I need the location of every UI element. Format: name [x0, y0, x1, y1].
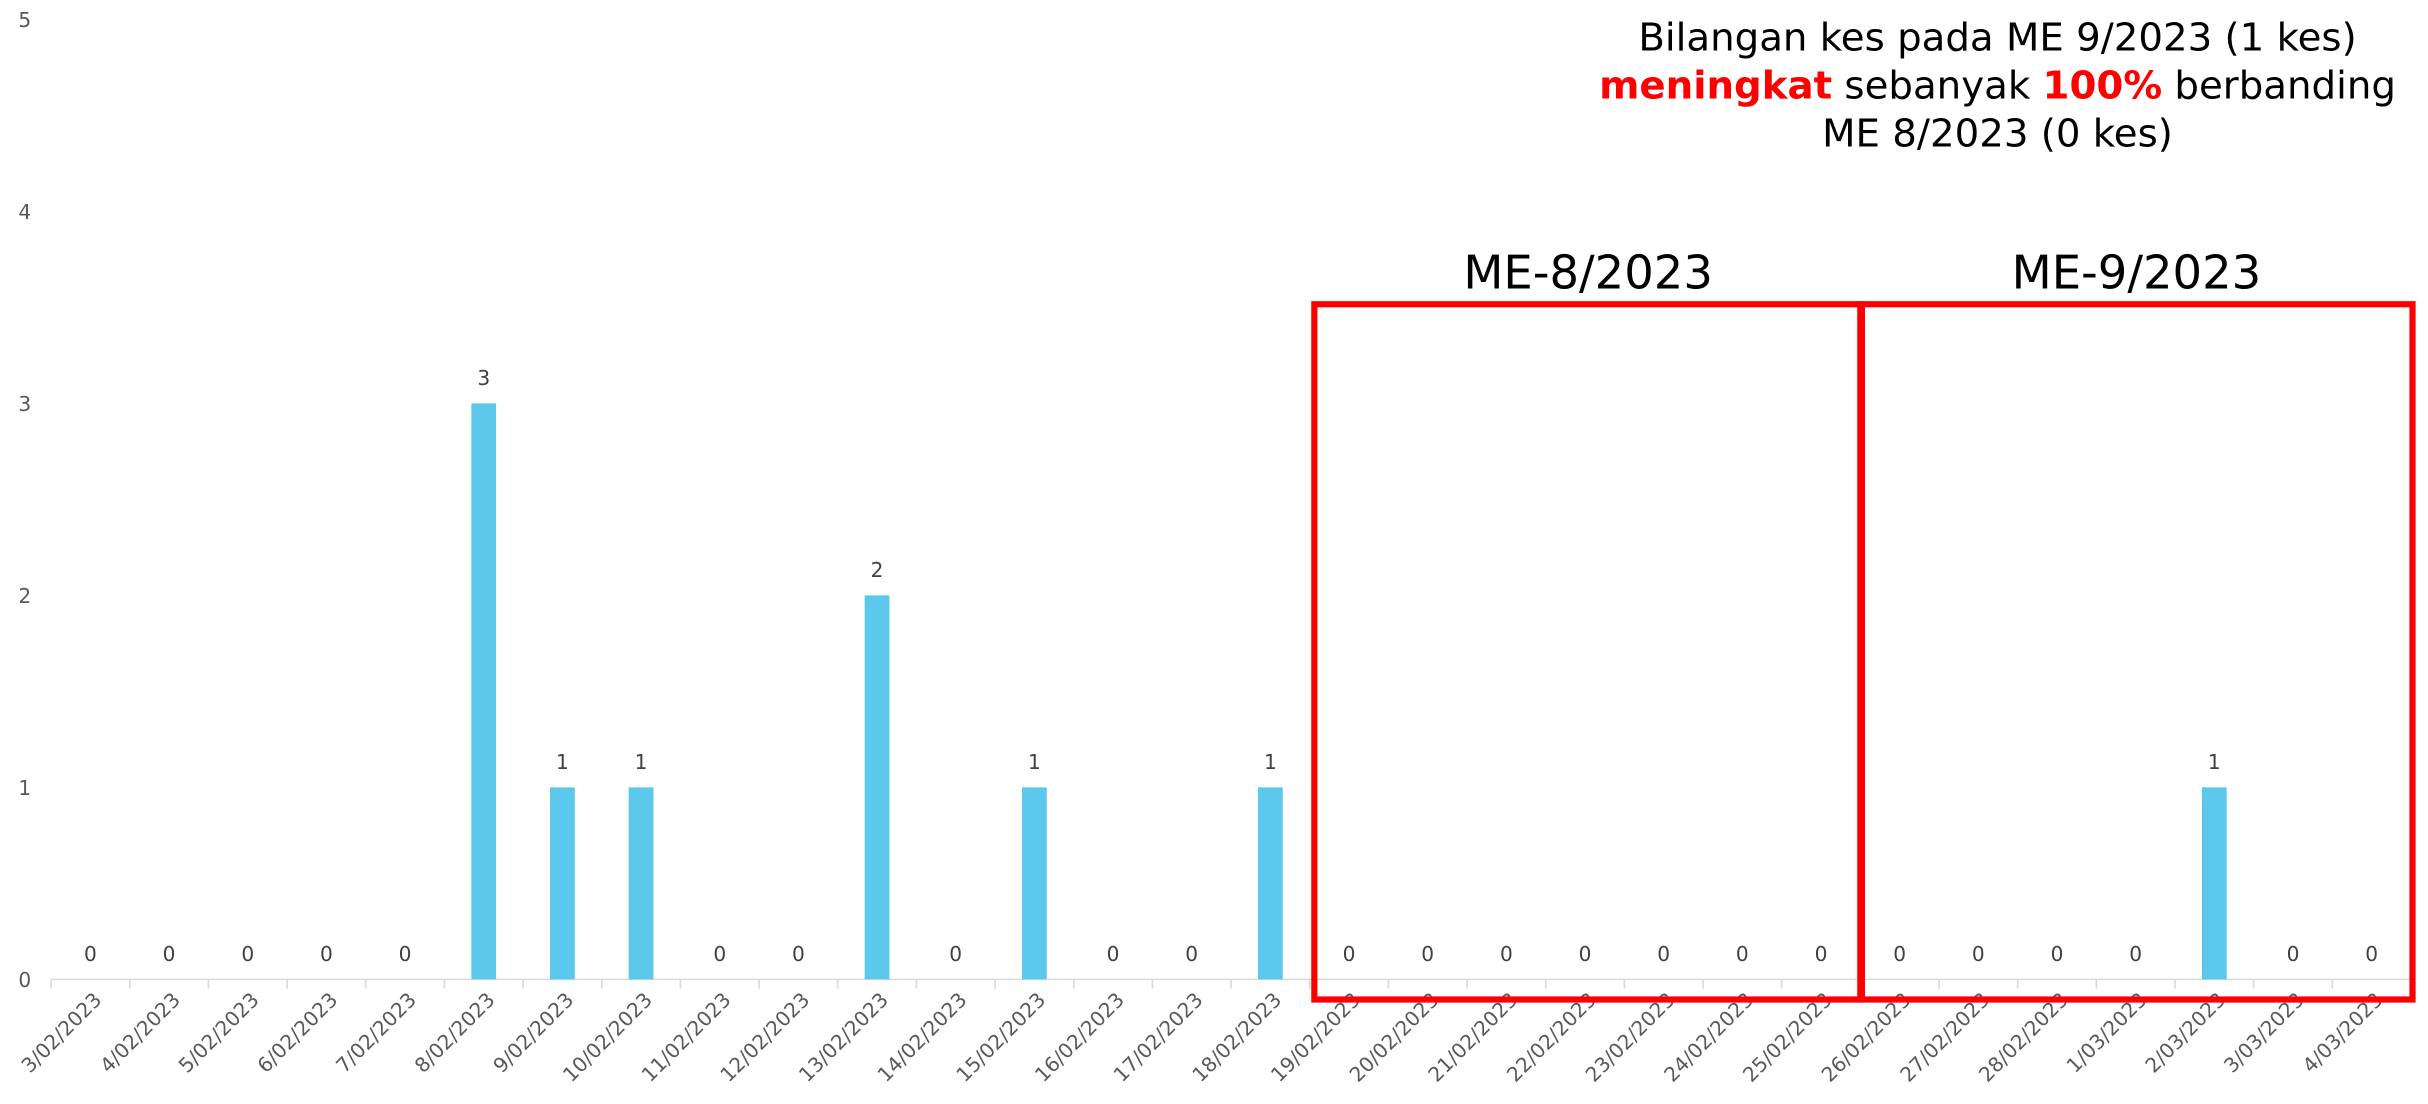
- annotation-text: ME 8/2023 (0 kes): [1822, 111, 2173, 156]
- data-label: 0: [2287, 942, 2300, 966]
- y-tick-label: 5: [18, 8, 31, 32]
- x-tick-label: 4/02/2023: [95, 988, 185, 1078]
- y-tick-label: 1: [18, 776, 31, 800]
- data-label: 0: [2051, 942, 2064, 966]
- data-label: 0: [792, 942, 805, 966]
- annotation-text: 100%: [2043, 63, 2163, 108]
- region-box: [1857, 301, 2416, 1003]
- data-label: 0: [2365, 942, 2378, 966]
- y-tick-label: 4: [18, 200, 31, 224]
- data-label: 0: [1972, 942, 1985, 966]
- x-tick-label: 3/02/2023: [16, 988, 106, 1078]
- data-label: 0: [320, 942, 333, 966]
- bar: [1257, 787, 1283, 980]
- x-tick-label: 5/02/2023: [174, 988, 264, 1078]
- region-box: [1311, 301, 1865, 1003]
- region-label: ME-8/2023: [1463, 246, 1713, 300]
- data-label: 1: [1264, 750, 1277, 774]
- data-label: 1: [556, 750, 569, 774]
- data-label: 0: [399, 942, 412, 966]
- data-label: 0: [163, 942, 176, 966]
- y-tick-label: 3: [18, 392, 31, 416]
- data-label: 0: [1185, 942, 1198, 966]
- x-tick-label: 6/02/2023: [252, 988, 342, 1078]
- bar: [550, 787, 575, 980]
- region-label: ME-9/2023: [2012, 246, 2262, 300]
- x-tick-label: 8/02/2023: [410, 988, 500, 1078]
- annotation-line: Bilangan kes pada ME 9/2023 (1 kes): [1638, 15, 2356, 60]
- annotation-text: berbanding: [2162, 63, 2396, 108]
- annotation-text: Bilangan kes pada ME 9/2023 (1 kes): [1638, 15, 2356, 60]
- annotation-line: ME 8/2023 (0 kes): [1822, 111, 2173, 156]
- data-label: 0: [2129, 942, 2142, 966]
- data-label: 0: [1657, 942, 1670, 966]
- data-label: 0: [1579, 942, 1592, 966]
- x-tick-label: 7/02/2023: [331, 988, 421, 1078]
- bar: [471, 403, 497, 980]
- bar: [1021, 787, 1047, 980]
- data-label: 1: [635, 750, 648, 774]
- data-label: 0: [1500, 942, 1513, 966]
- data-label: 0: [1343, 942, 1356, 966]
- y-tick-label: 0: [18, 968, 31, 992]
- data-label: 0: [1421, 942, 1434, 966]
- data-label: 0: [1736, 942, 1749, 966]
- bar: [864, 595, 890, 980]
- data-label: 0: [1893, 942, 1906, 966]
- data-label: 0: [713, 942, 726, 966]
- data-label: 2: [871, 558, 884, 582]
- data-label: 0: [1107, 942, 1120, 966]
- data-label: 0: [84, 942, 97, 966]
- data-label: 1: [1028, 750, 1041, 774]
- annotation-text: meningkat: [1599, 63, 1832, 108]
- bar: [628, 787, 654, 980]
- data-label: 0: [1815, 942, 1828, 966]
- data-label: 0: [241, 942, 254, 966]
- annotation-text: sebanyak: [1832, 63, 2042, 108]
- bar: [2201, 787, 2227, 980]
- y-tick-label: 2: [18, 584, 31, 608]
- data-label: 1: [2208, 750, 2221, 774]
- data-label: 3: [477, 366, 490, 390]
- annotation-line: meningkat sebanyak 100% berbanding: [1599, 63, 2396, 108]
- data-label: 0: [949, 942, 962, 966]
